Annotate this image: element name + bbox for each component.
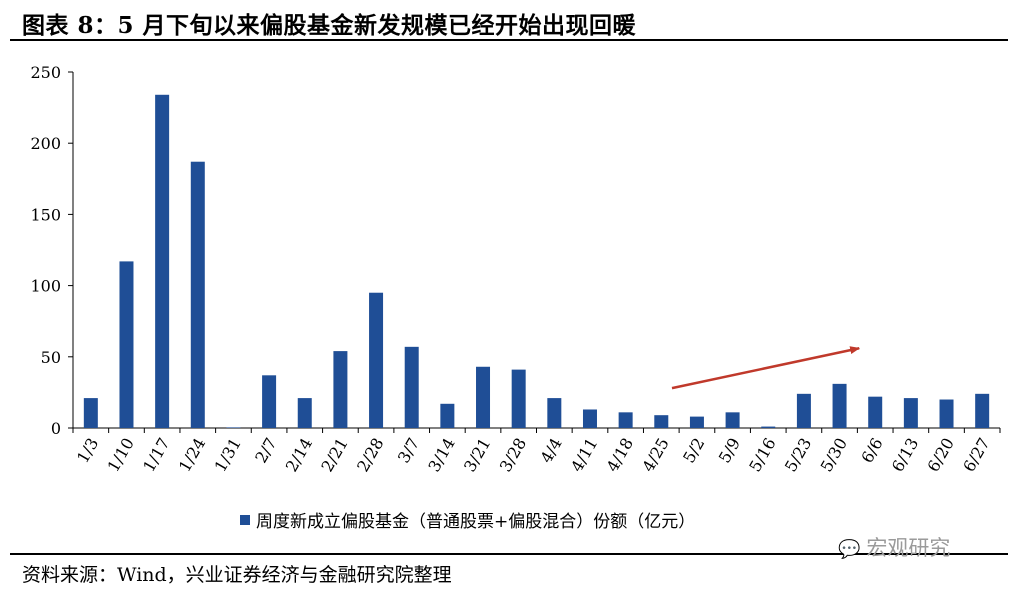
bar-1/17 [155, 94, 170, 428]
x-tick-label: 2/14 [282, 435, 316, 476]
bar-4/25 [654, 415, 669, 428]
bar-1/31 [226, 427, 241, 428]
chart-title: 图表 8：5 月下旬以来偏股基金新发规模已经开始出现回暖 [22, 12, 637, 39]
legend: 周度新成立偏股基金（普通股票+偏股混合）份额（亿元） [240, 512, 695, 532]
x-tick-label: 3/21 [460, 435, 494, 476]
x-tick-label: 1/31 [210, 435, 244, 476]
bar-5/23 [796, 393, 811, 428]
bar-3/21 [476, 366, 491, 428]
x-tick-label: 1/17 [139, 435, 173, 476]
x-tick-label: 5/2 [679, 435, 708, 467]
y-tick-label: 150 [30, 205, 61, 224]
x-tick-label: 1/24 [175, 435, 209, 476]
source-note: 资料来源：Wind，兴业证券经济与金融研究院整理 [22, 564, 452, 586]
bar-3/28 [511, 369, 526, 428]
x-tick-label: 4/11 [567, 435, 601, 476]
legend-swatch [240, 515, 250, 525]
bar-1/24 [190, 161, 205, 428]
x-tick-label: 6/20 [924, 435, 958, 476]
title-rule [10, 39, 1008, 41]
y-axis: 0 50 100 150 200 250 [30, 63, 74, 438]
x-tick-label: 4/18 [603, 435, 637, 476]
x-tick-label: 4/4 [536, 435, 565, 467]
bars [83, 94, 990, 428]
bar-4/11 [582, 409, 597, 428]
y-tick-label: 200 [30, 134, 61, 153]
trend-arrow-annotation [671, 346, 861, 390]
bar-4/4 [547, 398, 562, 428]
y-tick-label: 250 [30, 63, 61, 82]
bar-5/2 [689, 416, 704, 428]
x-tick-label: 1/10 [104, 435, 138, 476]
x-axis [72, 427, 1001, 433]
bar-2/7 [262, 375, 277, 428]
bar-6/13 [903, 398, 918, 428]
bar-5/16 [761, 426, 776, 428]
x-tick-label: 6/6 [857, 435, 886, 467]
y-tick-label: 100 [30, 277, 61, 296]
bar-6/20 [939, 399, 954, 428]
legend-label: 周度新成立偏股基金（普通股票+偏股混合）份额（亿元） [256, 512, 695, 532]
y-tick-label: 50 [41, 348, 61, 367]
bar-3/14 [440, 403, 455, 428]
x-tick-label: 6/27 [959, 435, 993, 476]
x-tick-label: 2/7 [251, 435, 280, 467]
bar-6/6 [868, 396, 883, 428]
x-tick-label: 5/30 [817, 435, 851, 476]
x-tick-label: 2/28 [353, 435, 387, 476]
x-tick-label: 5/16 [745, 435, 779, 476]
bar-1/10 [119, 261, 134, 428]
watermark: 💬 宏观研究 [838, 532, 950, 562]
x-tick-label: 1/3 [73, 435, 102, 467]
bar-5/30 [832, 383, 847, 428]
x-tick-label: 6/13 [888, 435, 922, 476]
x-tick-label: 5/23 [781, 435, 815, 476]
watermark-text: 宏观研究 [866, 536, 951, 560]
chat-bubble-icon: 💬 [838, 539, 861, 560]
x-tick-label: 2/21 [317, 435, 351, 476]
trend-arrow [671, 346, 861, 390]
x-tick-label: 3/14 [424, 435, 458, 476]
bar-2/21 [333, 351, 348, 428]
bar-3/7 [404, 346, 419, 428]
bar-2/28 [369, 292, 384, 428]
x-tick-label: 3/28 [496, 435, 530, 476]
y-tick-label: 0 [51, 419, 61, 438]
bar-6/27 [975, 393, 990, 428]
x-tick-label: 5/9 [715, 435, 744, 467]
x-tick-label: 3/7 [394, 435, 423, 467]
bar-1/3 [83, 398, 98, 428]
footer-rule [10, 553, 1008, 555]
bar-2/14 [297, 398, 312, 428]
x-tick-label: 4/25 [638, 435, 672, 476]
x-tick-labels: 1/3 1/10 1/17 1/24 1/31 2/7 2/14 2/21 2/28 3/7 3/1… [73, 435, 994, 476]
bar-4/18 [618, 412, 633, 428]
bar-5/9 [725, 412, 740, 428]
